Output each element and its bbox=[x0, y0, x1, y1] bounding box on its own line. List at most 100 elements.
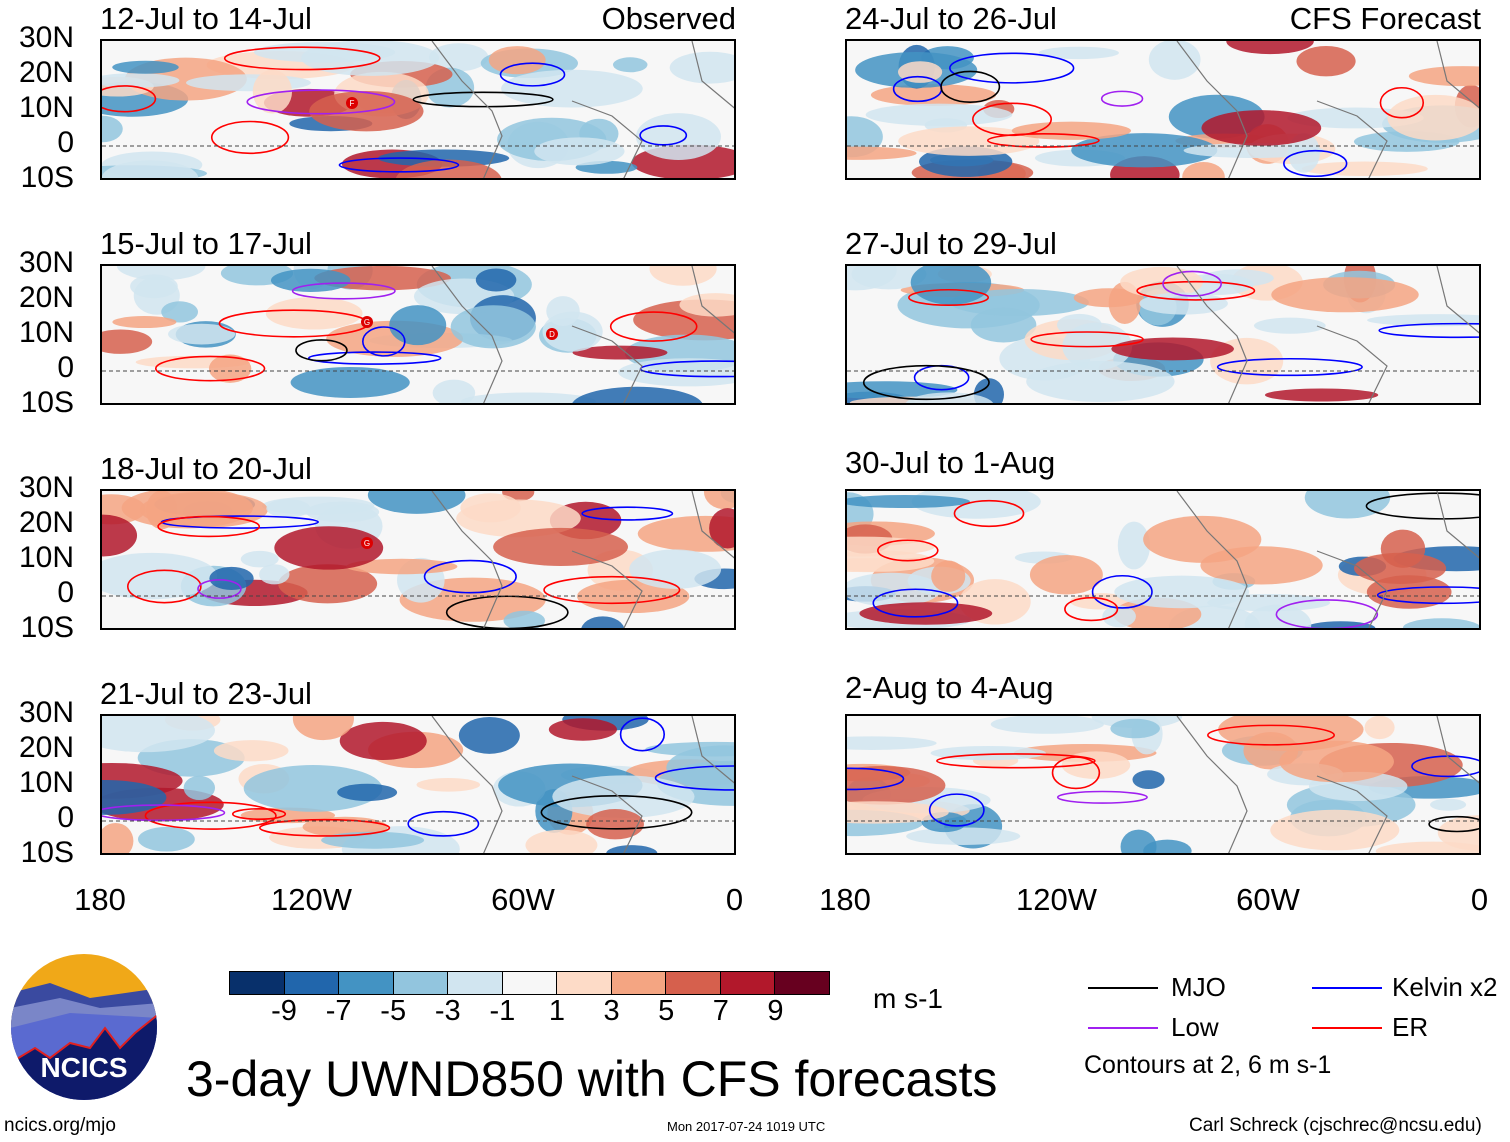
wave-contour bbox=[295, 339, 348, 362]
anomaly-shading bbox=[389, 305, 447, 346]
anomaly-shading bbox=[501, 69, 643, 108]
colorbar-label: 9 bbox=[767, 995, 784, 1027]
panel-title: 24-Jul to 26-Jul bbox=[845, 1, 1057, 36]
anomaly-shading bbox=[1271, 277, 1419, 313]
anomaly-shading bbox=[572, 386, 703, 403]
wave-contour bbox=[1411, 755, 1479, 778]
anomaly-shading bbox=[1253, 317, 1326, 334]
wave-contour bbox=[291, 282, 396, 300]
lon-label: 0 bbox=[1470, 882, 1489, 917]
anomaly-shading bbox=[534, 137, 625, 166]
wave-contour bbox=[1091, 574, 1153, 609]
anomaly-shading bbox=[612, 57, 648, 73]
anomaly-shading bbox=[898, 126, 1040, 156]
anomaly-shading bbox=[629, 549, 722, 589]
anomaly-shading bbox=[168, 323, 236, 345]
colorbar-swatch bbox=[284, 972, 339, 994]
anomaly-shading bbox=[1132, 770, 1165, 790]
lon-label: 120W bbox=[271, 882, 352, 917]
wave-contour bbox=[154, 355, 266, 382]
coastline bbox=[431, 266, 734, 403]
anomaly-shading bbox=[102, 329, 153, 354]
contour-note: Contours at 2, 6 m s-1 bbox=[1084, 1051, 1332, 1079]
anomaly-shading bbox=[112, 316, 177, 329]
anomaly-shading bbox=[432, 379, 476, 403]
wave-contour bbox=[231, 808, 287, 820]
anomaly-shading bbox=[102, 822, 134, 853]
anomaly-shading bbox=[847, 572, 941, 607]
anomaly-shading bbox=[1120, 266, 1203, 298]
anomaly-shading bbox=[266, 499, 311, 518]
anomaly-shading bbox=[870, 84, 997, 106]
storm-marker bbox=[361, 316, 373, 328]
anomaly-shading bbox=[1437, 815, 1479, 851]
anomaly-shading bbox=[1201, 110, 1322, 146]
lat-label: 30N bbox=[18, 696, 74, 729]
anomaly-shading bbox=[1304, 491, 1391, 519]
footer-timestamp: Mon 2017-07-24 1019 UTC bbox=[667, 1119, 826, 1134]
panel-title: 18-Jul to 20-Jul bbox=[100, 451, 312, 486]
wave-contour bbox=[1378, 322, 1479, 339]
anomaly-shading bbox=[378, 149, 510, 167]
lon-label: 60W bbox=[1236, 882, 1300, 917]
colorbar-swatch bbox=[666, 972, 721, 994]
wave-contour bbox=[1030, 331, 1144, 348]
anomaly-shading bbox=[847, 736, 937, 750]
wave-contour bbox=[928, 793, 985, 827]
lat-label: 0 bbox=[57, 576, 74, 609]
anomaly-shading bbox=[635, 113, 721, 160]
er-line bbox=[1312, 1027, 1382, 1029]
anomaly-shading bbox=[259, 564, 290, 585]
legend-kelvin: Kelvin x2 bbox=[1392, 972, 1498, 1002]
anomaly-shading bbox=[130, 274, 178, 299]
anomaly-shading bbox=[314, 266, 451, 291]
legend-mjo: MJO bbox=[1171, 972, 1226, 1002]
colorbar-label: 5 bbox=[658, 995, 675, 1027]
lat-label: 10S bbox=[20, 386, 74, 419]
lat-label: 20N bbox=[18, 56, 74, 89]
wave-contour bbox=[1064, 596, 1119, 622]
colorbar-swatch bbox=[230, 972, 285, 994]
map-panel bbox=[845, 39, 1481, 180]
lon-label: 180 bbox=[74, 882, 126, 917]
lat-label: 20N bbox=[18, 731, 74, 764]
anomaly-shading bbox=[1011, 121, 1132, 140]
colorbar-label: -1 bbox=[489, 995, 516, 1027]
anomaly-shading bbox=[1279, 740, 1394, 783]
coastline bbox=[1176, 266, 1479, 403]
legend-er: ER bbox=[1392, 1012, 1429, 1042]
wave-contour bbox=[654, 765, 734, 791]
anomaly-shading bbox=[1182, 161, 1225, 178]
colorbar-label: -7 bbox=[325, 995, 352, 1027]
colorbar-label: 7 bbox=[712, 995, 729, 1027]
wave-contour bbox=[259, 818, 391, 837]
anomaly-shading bbox=[183, 775, 216, 801]
colorbar-label: -5 bbox=[380, 995, 407, 1027]
wave-contour bbox=[986, 133, 1100, 148]
anomaly-shading bbox=[847, 801, 949, 824]
wave-contour bbox=[412, 91, 554, 108]
anomaly-shading bbox=[488, 46, 546, 75]
lat-label: 10N bbox=[18, 91, 74, 124]
anomaly-shading bbox=[1102, 605, 1136, 628]
lat-label: 30N bbox=[18, 471, 74, 504]
anomaly-shading bbox=[1408, 66, 1479, 87]
anomaly-shading bbox=[865, 103, 1013, 126]
lat-label: 20N bbox=[18, 506, 74, 539]
wave-contour bbox=[908, 288, 990, 307]
wave-contour bbox=[246, 89, 396, 115]
wave-contour bbox=[338, 157, 460, 173]
footer-url[interactable]: ncics.org/mjo bbox=[4, 1115, 116, 1136]
anomaly-shading bbox=[1029, 554, 1103, 595]
wave-contour bbox=[609, 311, 698, 342]
anomaly-shading bbox=[274, 526, 384, 570]
lat-label: 0 bbox=[57, 126, 74, 159]
anomaly-shading bbox=[1117, 521, 1151, 570]
anomaly-shading bbox=[1402, 618, 1479, 628]
wave-contour bbox=[102, 804, 226, 822]
wave-contour bbox=[1379, 86, 1425, 119]
wave-contour bbox=[157, 515, 261, 538]
wave-contour bbox=[102, 85, 157, 113]
